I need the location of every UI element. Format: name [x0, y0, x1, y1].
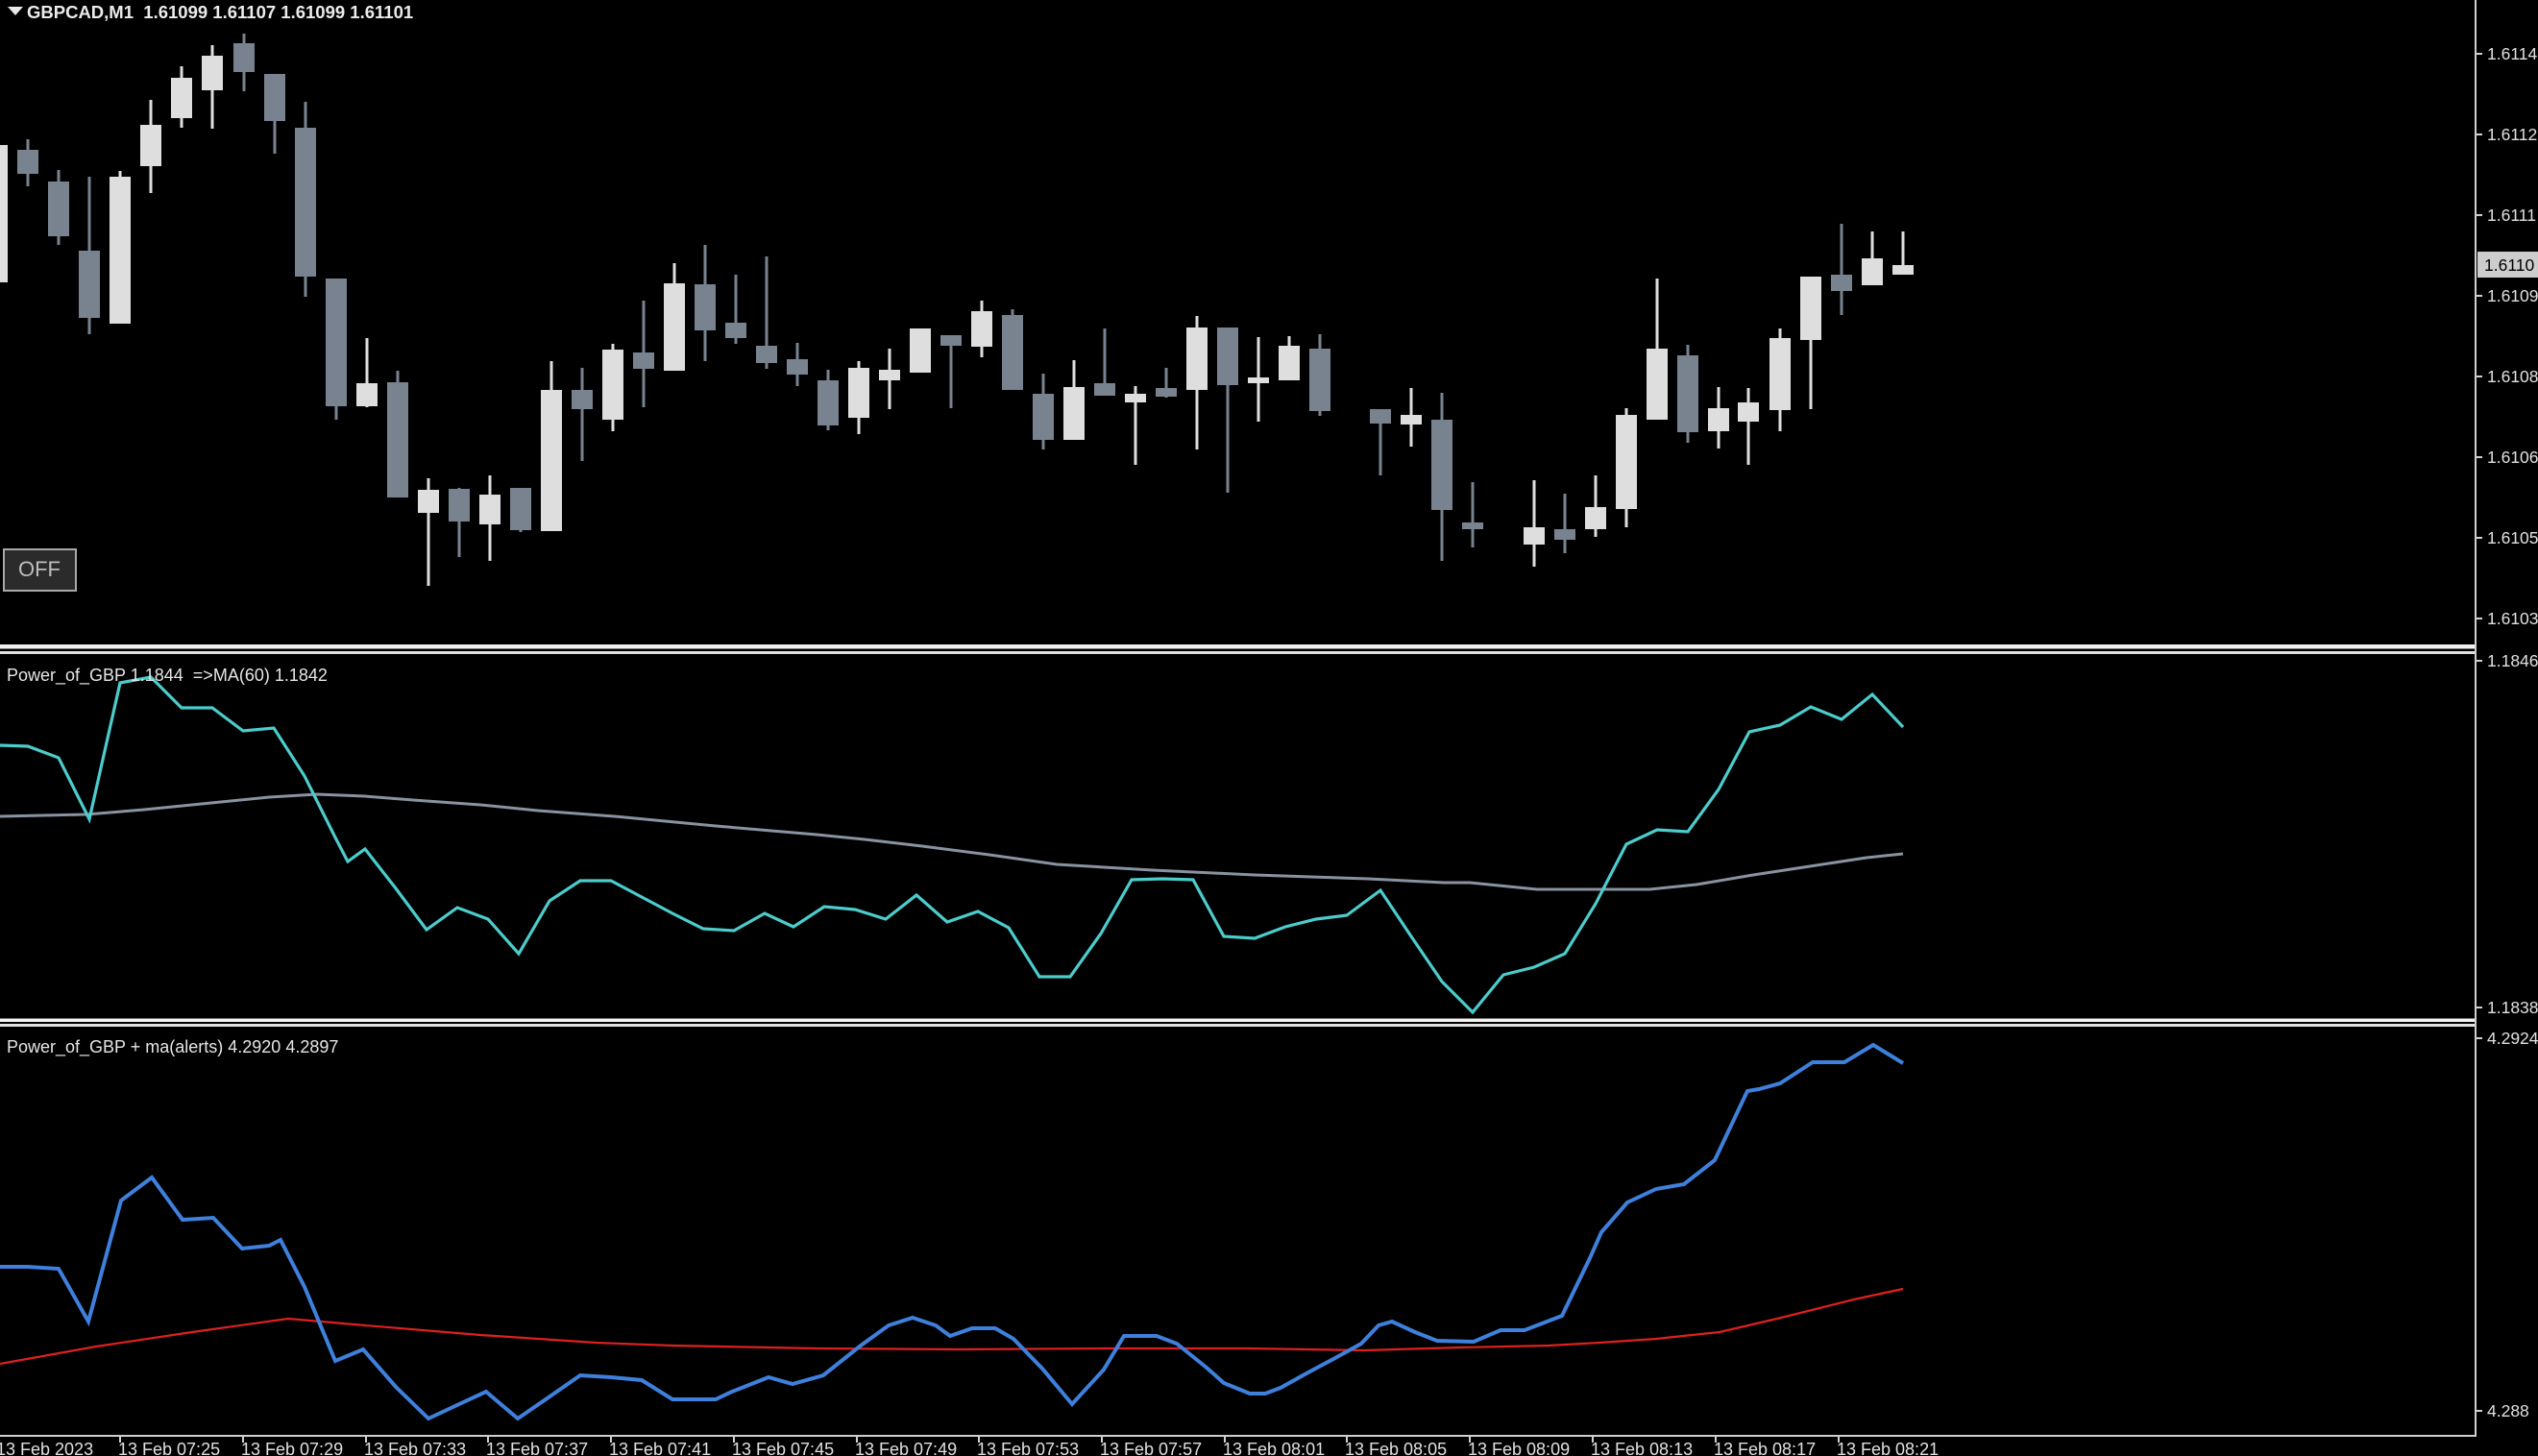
- svg-text:13 Feb 07:45: 13 Feb 07:45: [732, 1440, 834, 1456]
- svg-text:1.1838: 1.1838: [2487, 998, 2538, 1017]
- svg-text:1.1846: 1.1846: [2487, 651, 2538, 670]
- svg-text:13 Feb 08:01: 13 Feb 08:01: [1223, 1440, 1325, 1456]
- svg-text:1.6103: 1.6103: [2487, 609, 2538, 628]
- svg-text:Power_of_GBP + ma(alerts) 4.29: Power_of_GBP + ma(alerts) 4.2920 4.2897: [7, 1037, 338, 1057]
- svg-text:13 Feb 2023: 13 Feb 2023: [0, 1440, 93, 1456]
- svg-text:OFF: OFF: [18, 557, 61, 581]
- svg-text:13 Feb 07:49: 13 Feb 07:49: [855, 1440, 957, 1456]
- svg-text:1.6109: 1.6109: [2487, 286, 2538, 305]
- svg-text:1.6114: 1.6114: [2487, 44, 2537, 63]
- svg-text:13 Feb 07:29: 13 Feb 07:29: [241, 1440, 343, 1456]
- svg-text:1.6106: 1.6106: [2487, 448, 2538, 467]
- svg-text:1.6105: 1.6105: [2487, 528, 2538, 547]
- svg-text:4.288: 4.288: [2487, 1401, 2529, 1420]
- svg-text:1.6110: 1.6110: [2484, 255, 2534, 275]
- svg-text:13 Feb 07:53: 13 Feb 07:53: [977, 1440, 1079, 1456]
- svg-text:13 Feb 07:37: 13 Feb 07:37: [486, 1440, 588, 1456]
- svg-text:GBPCAD,M1 1.61099 1.61107 1.6: GBPCAD,M1 1.61099 1.61107 1.61099 1.6110…: [27, 2, 413, 22]
- svg-text:13 Feb 08:21: 13 Feb 08:21: [1837, 1440, 1939, 1456]
- svg-text:1.6108: 1.6108: [2487, 367, 2538, 386]
- svg-text:1.6112: 1.6112: [2487, 125, 2537, 144]
- svg-text:13 Feb 07:25: 13 Feb 07:25: [118, 1440, 220, 1456]
- svg-text:13 Feb 07:57: 13 Feb 07:57: [1100, 1440, 1202, 1456]
- svg-text:13 Feb 08:13: 13 Feb 08:13: [1591, 1440, 1693, 1456]
- svg-text:1.6111: 1.6111: [2487, 206, 2536, 225]
- svg-text:13 Feb 08:05: 13 Feb 08:05: [1345, 1440, 1447, 1456]
- svg-text:Power_of_GBP 1.1844 =>MA(60): Power_of_GBP 1.1844 =>MA(60) 1.1842: [7, 666, 328, 686]
- svg-text:4.2924: 4.2924: [2487, 1029, 2538, 1048]
- svg-text:13 Feb 07:41: 13 Feb 07:41: [609, 1440, 711, 1456]
- svg-text:13 Feb 08:09: 13 Feb 08:09: [1468, 1440, 1570, 1456]
- svg-text:13 Feb 07:33: 13 Feb 07:33: [364, 1440, 466, 1456]
- svg-text:13 Feb 08:17: 13 Feb 08:17: [1714, 1440, 1816, 1456]
